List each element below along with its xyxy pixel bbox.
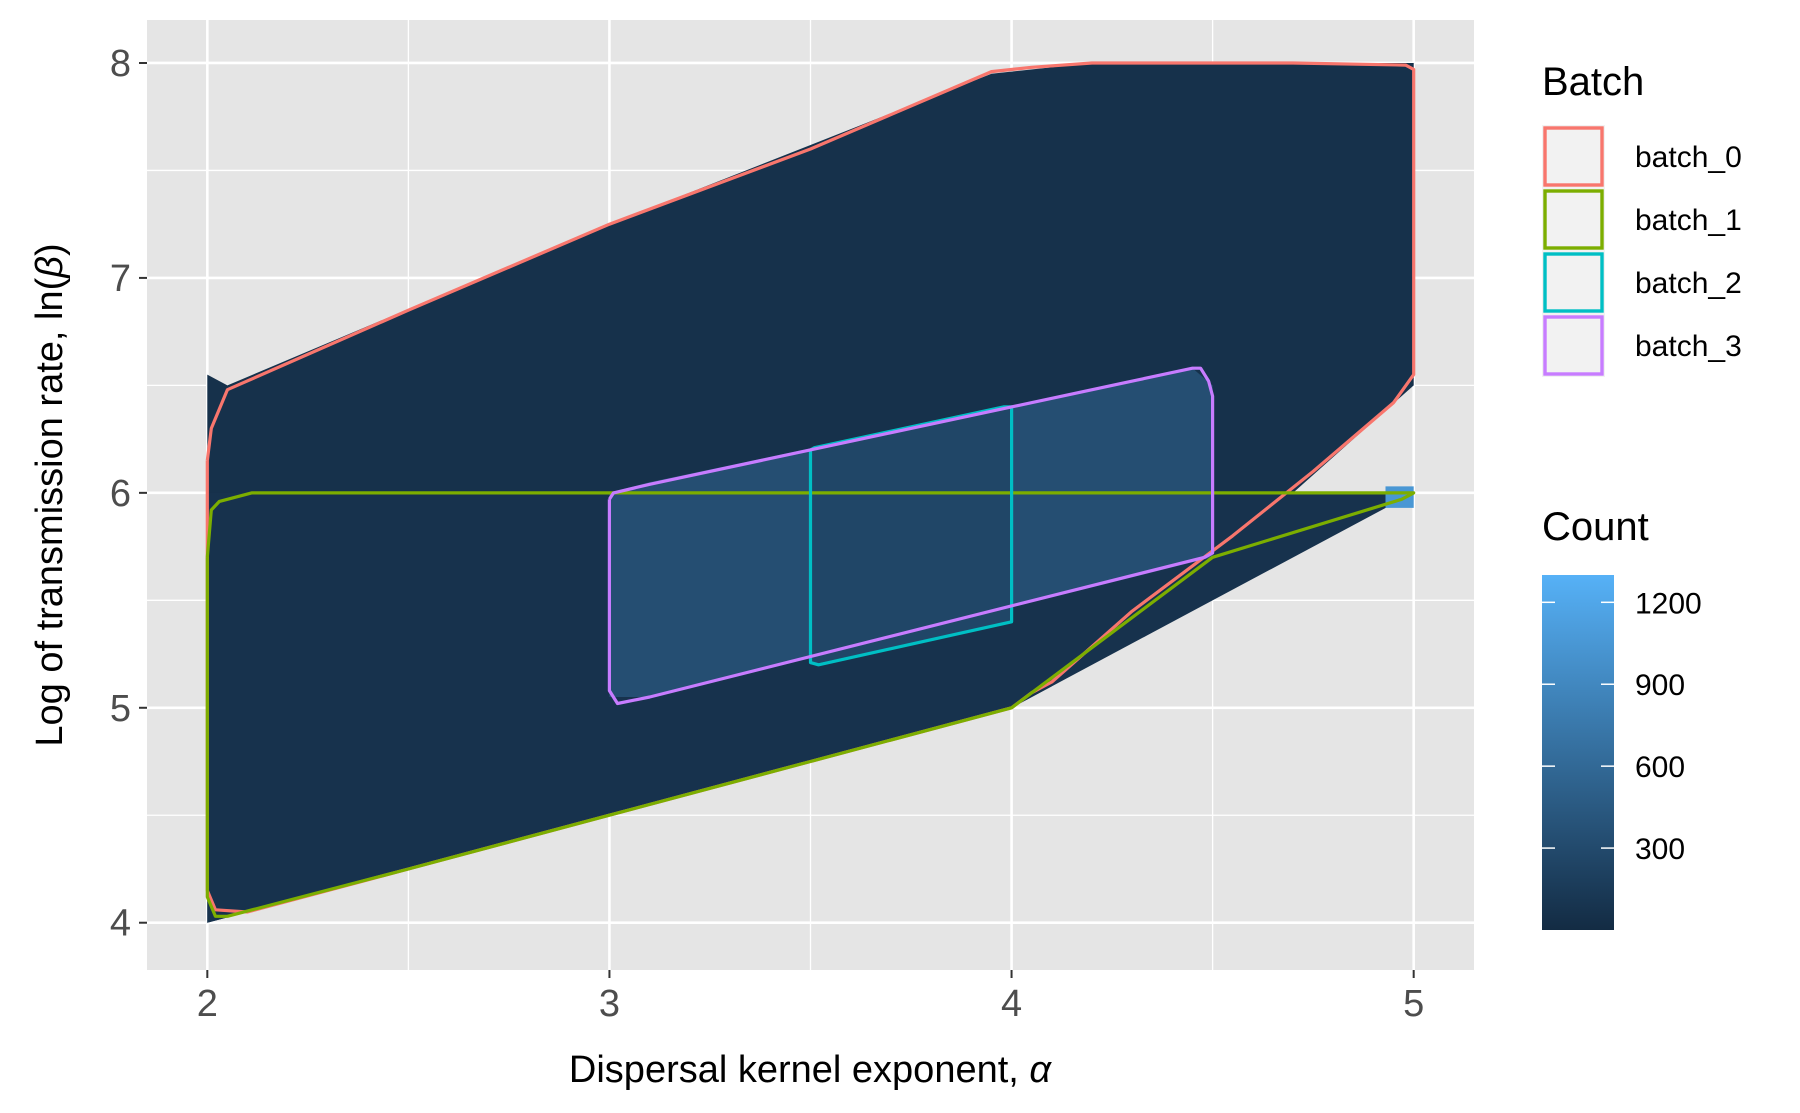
legend-key-bg — [1542, 188, 1605, 251]
outline-batch-1 — [205, 491, 1416, 918]
x-axis-title: Dispersal kernel exponent, α — [569, 1049, 1052, 1091]
legend-key-bg — [1542, 314, 1605, 377]
x-tick-label: 5 — [1403, 983, 1424, 1025]
y-tick-label: 4 — [110, 903, 131, 945]
x-tick-label: 3 — [599, 983, 620, 1025]
count-colorbar — [1542, 575, 1614, 930]
legend-key-swatch — [1543, 126, 1604, 187]
legend-item-label: batch_3 — [1635, 330, 1742, 363]
x-axis: 2 3 4 5 — [197, 970, 1424, 1025]
density-region — [207, 492, 1414, 923]
batch-legend: Batch batch_0 batch_1 batch_2 batch_3 — [1542, 60, 1742, 377]
legend-key-swatch — [1543, 252, 1604, 313]
legend-key-bg — [1542, 125, 1605, 188]
legend-key-bg — [1542, 251, 1605, 314]
colorbar-label: 300 — [1635, 833, 1685, 866]
colorbar-label: 600 — [1635, 751, 1685, 784]
count-legend: Count 300 600 900 1200 — [1542, 505, 1702, 930]
y-tick-label: 6 — [110, 473, 131, 515]
legend-key-swatch — [1543, 315, 1604, 376]
colorbar-label: 900 — [1635, 669, 1685, 702]
y-axis: 4 5 6 7 8 — [110, 43, 147, 945]
y-tick-label: 8 — [110, 43, 131, 85]
colorbar-label: 1200 — [1635, 587, 1702, 620]
density-region — [810, 406, 1012, 665]
y-tick-label: 7 — [110, 258, 131, 300]
legend-item-label: batch_2 — [1635, 267, 1742, 300]
x-tick-label: 2 — [197, 983, 218, 1025]
x-tick-label: 4 — [1001, 983, 1022, 1025]
legend-item-label: batch_1 — [1635, 204, 1742, 237]
batch-legend-title: Batch — [1542, 60, 1644, 104]
density-region — [1385, 486, 1414, 508]
y-tick-label: 5 — [110, 688, 131, 730]
batch-outlines — [205, 61, 1416, 918]
count-legend-title: Count — [1542, 505, 1649, 549]
y-axis-title: Log of transmission rate, ln(β) — [29, 243, 71, 746]
legend-key-swatch — [1543, 189, 1604, 250]
legend-item-label: batch_0 — [1635, 141, 1742, 174]
outline-batch-3 — [607, 366, 1215, 706]
